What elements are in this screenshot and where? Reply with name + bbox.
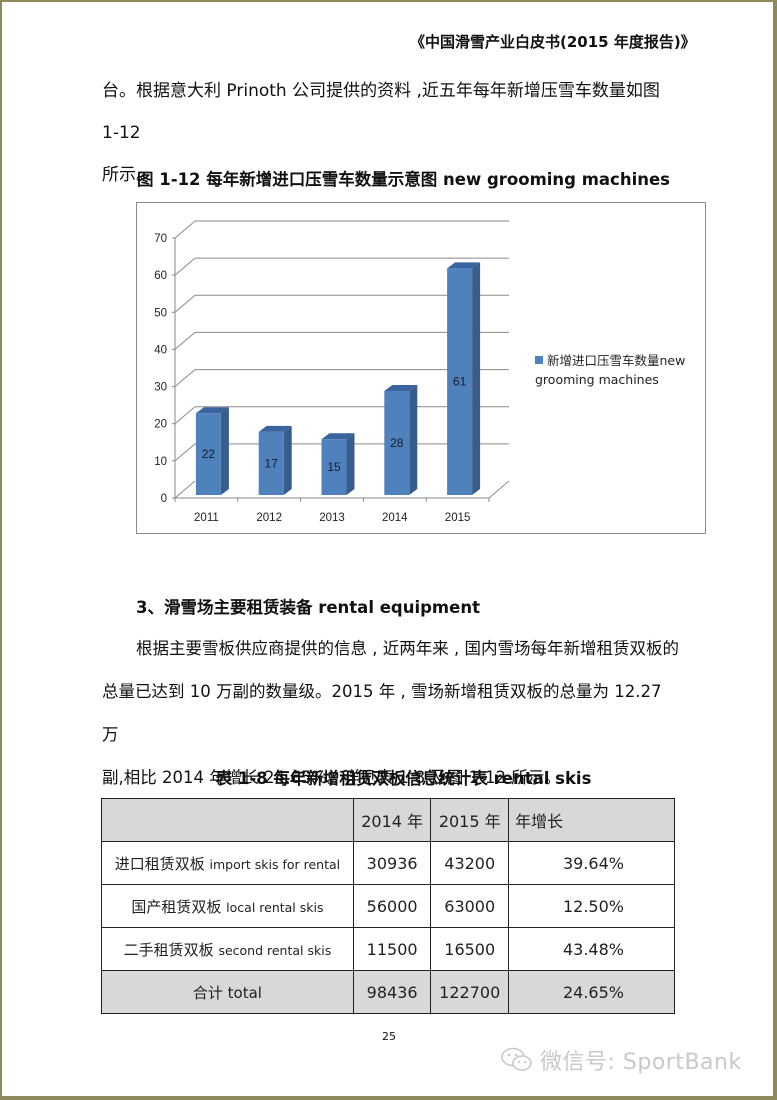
figure-caption: 图 1-12 每年新增进口压雪车数量示意图 new grooming machi… xyxy=(137,170,670,189)
cell-growth: 43.48% xyxy=(508,927,675,971)
row-label: 国产租赁双板 local rental skis xyxy=(101,884,354,928)
table-row: 进口租赁双板 import skis for rental 30936 4320… xyxy=(101,841,675,885)
cell-2015: 63000 xyxy=(430,884,510,928)
svg-text:50: 50 xyxy=(154,307,167,319)
intro-paragraph: 台。根据意大利 Prinoth 公司提供的资料 ,近五年每年新增压雪车数量如图 … xyxy=(102,70,682,196)
total-2014: 98436 xyxy=(352,970,432,1014)
page-number: 25 xyxy=(382,1030,396,1043)
svg-text:2014: 2014 xyxy=(382,512,408,524)
svg-text:10: 10 xyxy=(154,456,167,468)
total-label: 合计 total xyxy=(101,970,354,1014)
svg-text:2013: 2013 xyxy=(319,512,345,524)
section-line-3: 副,相比 2014 年增长 24.65%。详见表 1-8 及图 1-12 所示。 xyxy=(102,768,561,787)
svg-text:60: 60 xyxy=(154,270,167,282)
section-heading: 3、滑雪场主要租赁装备 rental equipment xyxy=(136,598,480,617)
table-row: 国产租赁双板 local rental skis 56000 63000 12.… xyxy=(101,884,675,928)
intro-line-1: 台。根据意大利 Prinoth 公司提供的资料 ,近五年每年新增压雪车数量如图 … xyxy=(102,81,660,143)
table-total-row: 合计 total 98436 122700 24.65% xyxy=(101,970,675,1014)
svg-text:15: 15 xyxy=(327,460,341,474)
svg-text:20: 20 xyxy=(154,419,167,431)
svg-text:40: 40 xyxy=(154,344,167,356)
section-paragraph: 根据主要雪板供应商提供的信息 , 近两年来 , 国内雪场每年新增租赁双板的 总量… xyxy=(102,627,682,799)
svg-text:0: 0 xyxy=(161,493,167,505)
cell-growth: 39.64% xyxy=(508,841,675,885)
chart-bars: 22 17 15 28 61 xyxy=(195,262,481,495)
y-axis-ticks: 0 10 20 30 40 50 60 70 xyxy=(154,233,167,505)
svg-text:2012: 2012 xyxy=(256,512,282,524)
svg-text:70: 70 xyxy=(154,233,167,245)
wechat-icon xyxy=(500,1047,534,1079)
cell-2014: 30936 xyxy=(352,841,432,885)
svg-text:61: 61 xyxy=(453,375,467,389)
section-line-1: 根据主要雪板供应商提供的信息 , 近两年来 , 国内雪场每年新增租赁双板的 xyxy=(136,639,679,658)
total-growth: 24.65% xyxy=(508,970,675,1014)
row-label: 二手租赁双板 second rental skis xyxy=(101,927,354,971)
table-row: 二手租赁双板 second rental skis 11500 16500 43… xyxy=(101,927,675,971)
svg-text:28: 28 xyxy=(390,436,404,450)
table-caption: 表 1-8 每年新增租赁双板信息统计表 rental skis xyxy=(215,769,592,788)
legend-swatch xyxy=(535,356,543,364)
cell-2014: 56000 xyxy=(352,884,432,928)
total-2015: 122700 xyxy=(430,970,510,1014)
cell-2014: 11500 xyxy=(352,927,432,971)
bar-chart: 0 10 20 30 40 50 60 70 22 17 15 28 61 2011 2012 2013 2… xyxy=(136,202,706,534)
svg-text:2011: 2011 xyxy=(194,512,219,524)
legend-label-1: 新增进口压雪车数量new xyxy=(547,353,686,368)
row-label: 进口租赁双板 import skis for rental xyxy=(101,841,354,885)
svg-text:2015: 2015 xyxy=(445,512,471,524)
header-cell-2014: 2014 年 xyxy=(352,798,432,842)
header-cell-2015: 2015 年 xyxy=(430,798,510,842)
watermark-text: 微信号: SportBank xyxy=(540,1050,742,1075)
chart-legend: 新增进口压雪车数量new grooming machines xyxy=(535,351,705,389)
svg-text:30: 30 xyxy=(154,382,167,394)
header-cell-growth: 年增长 xyxy=(508,798,675,842)
rental-skis-table: 2014 年 2015 年 年增长 进口租赁双板 import skis for… xyxy=(101,798,675,1014)
x-axis-labels: 2011 2012 2013 2014 2015 xyxy=(194,512,470,524)
watermark: 微信号: SportBank xyxy=(500,1044,742,1079)
svg-text:17: 17 xyxy=(265,456,279,470)
cell-growth: 12.50% xyxy=(508,884,675,928)
table-header-row: 2014 年 2015 年 年增长 xyxy=(101,798,675,842)
running-header: 《中国滑雪产业白皮书(2015 年度报告)》 xyxy=(410,33,696,51)
cell-2015: 16500 xyxy=(430,927,510,971)
header-cell-blank xyxy=(101,798,354,842)
svg-text:22: 22 xyxy=(202,447,216,461)
intro-line-2: 所示。 xyxy=(102,165,153,185)
legend-label-2: grooming machines xyxy=(535,372,659,387)
cell-2015: 43200 xyxy=(430,841,510,885)
section-line-2: 总量已达到 10 万副的数量级。2015 年 , 雪场新增租赁双板的总量为 12… xyxy=(102,682,662,744)
